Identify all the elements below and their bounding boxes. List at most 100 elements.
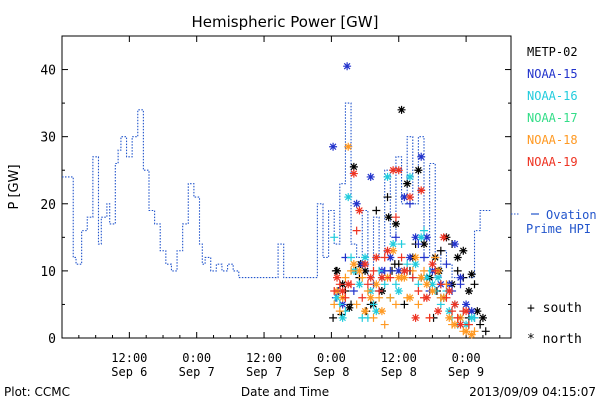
marker-south xyxy=(420,226,429,235)
marker-north xyxy=(420,240,429,249)
marker-north xyxy=(422,233,431,242)
marker-south xyxy=(420,253,429,262)
marker-south xyxy=(330,300,339,309)
marker-north xyxy=(403,179,412,188)
marker-south xyxy=(391,213,400,222)
marker-south xyxy=(369,313,378,322)
satellite-legend: METP-02 NOAA-15 NOAA-16 NOAA-17 NOAA-18 NOAA-… xyxy=(527,45,578,169)
marker-south xyxy=(414,287,423,296)
marker-north xyxy=(459,246,468,255)
marker-north xyxy=(467,313,476,322)
marker-south xyxy=(386,293,395,302)
marker-south xyxy=(408,273,417,282)
x-tick-date-label: Sep 8 xyxy=(381,365,417,379)
marker-south xyxy=(431,266,440,275)
marker-north xyxy=(391,219,400,228)
marker-north xyxy=(384,213,393,222)
marker-north xyxy=(450,320,459,329)
ovation-legend: Ovation Prime HPI xyxy=(511,208,597,236)
marker-south xyxy=(425,313,434,322)
marker-south xyxy=(369,266,378,275)
marker-south xyxy=(347,266,356,275)
marker-north xyxy=(394,166,403,175)
marker-south xyxy=(330,287,339,296)
x-tick-date-label: Sep 9 xyxy=(448,365,484,379)
marker-north xyxy=(389,240,398,249)
marker-north xyxy=(397,105,406,114)
marker-north xyxy=(422,280,431,289)
marker-north xyxy=(411,260,420,269)
x-tick-date-label: Sep 6 xyxy=(111,365,147,379)
legend-entry: NOAA-16 xyxy=(527,89,578,103)
marker-north xyxy=(417,186,426,195)
marker-north xyxy=(344,280,353,289)
marker-south xyxy=(453,313,462,322)
marker-north xyxy=(377,273,386,282)
marker-south xyxy=(394,260,403,269)
ovation-series-line xyxy=(62,102,492,279)
marker-north xyxy=(439,233,448,242)
marker-north xyxy=(329,142,338,151)
marker-north xyxy=(383,246,392,255)
marker-south xyxy=(442,293,451,302)
marker-north xyxy=(405,293,414,302)
marker-south xyxy=(403,260,412,269)
marker-north xyxy=(405,172,414,181)
north-marker-legend: * north xyxy=(527,332,582,347)
legend-entry: NOAA-18 xyxy=(527,133,578,147)
marker-north xyxy=(464,287,473,296)
x-tick-time-label: 12:00 xyxy=(246,351,282,365)
marker-south xyxy=(448,307,457,316)
marker-north xyxy=(405,253,414,262)
legend-entry: NOAA-17 xyxy=(527,111,578,125)
marker-south xyxy=(414,300,423,309)
marker-south xyxy=(405,199,414,208)
marker-north xyxy=(361,307,370,316)
marker-north xyxy=(383,172,392,181)
marker-north xyxy=(462,307,471,316)
footer-timestamp: 2013/09/09 04:15:07 xyxy=(469,385,596,399)
marker-north xyxy=(372,253,381,262)
marker-south xyxy=(383,193,392,202)
marker-north xyxy=(405,193,414,202)
marker-north xyxy=(361,266,370,275)
y-axis-label: P [GW] xyxy=(7,164,22,209)
marker-north xyxy=(422,293,431,302)
marker-north xyxy=(445,313,454,322)
ovation-legend-label-2: Prime HPI xyxy=(526,222,591,236)
y-tick-label: 0 xyxy=(48,332,56,347)
marker-south xyxy=(341,273,350,282)
marker-north xyxy=(414,166,423,175)
marker-north xyxy=(411,233,420,242)
marker-north xyxy=(349,169,358,178)
x-tick-date-label: Sep 7 xyxy=(246,365,282,379)
marker-south xyxy=(436,280,445,289)
marker-south xyxy=(375,287,384,296)
x-tick-time-label: 0:00 xyxy=(452,351,481,365)
marker-north xyxy=(456,273,465,282)
marker-north xyxy=(467,270,476,279)
plot-frame xyxy=(61,35,512,339)
marker-south xyxy=(358,293,367,302)
y-tick-label: 30 xyxy=(40,131,56,146)
marker-north xyxy=(394,273,403,282)
marker-south xyxy=(341,293,350,302)
marker-north xyxy=(355,206,364,215)
y-tick-label: 20 xyxy=(40,198,56,213)
x-tick-date-label: Sep 8 xyxy=(313,365,349,379)
marker-north xyxy=(428,287,437,296)
marker-north xyxy=(333,293,342,302)
marker-north xyxy=(372,307,381,316)
marker-north xyxy=(338,287,347,296)
footer-source: Plot: CCMC xyxy=(4,385,70,399)
x-tick-date-label: Sep 7 xyxy=(179,365,215,379)
marker-south xyxy=(386,266,395,275)
marker-north xyxy=(462,300,471,309)
marker-south xyxy=(386,273,395,282)
y-tick-label: 40 xyxy=(40,64,56,79)
marker-north xyxy=(450,240,459,249)
marker-north xyxy=(377,307,386,316)
marker-south xyxy=(358,273,367,282)
